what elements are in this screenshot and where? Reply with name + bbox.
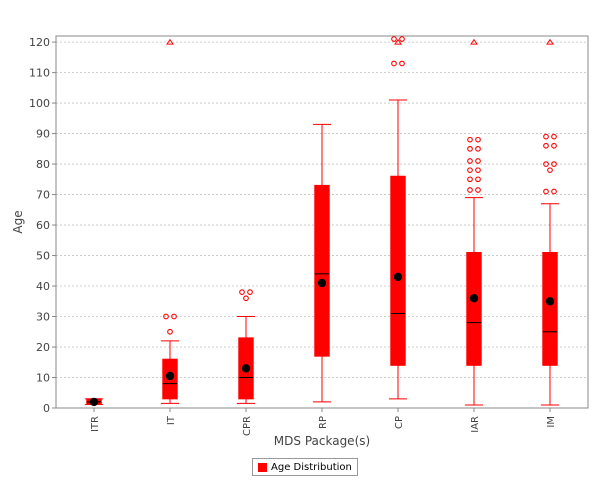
mean-marker (317, 278, 327, 288)
outlier-point (551, 142, 557, 149)
outlier-point (475, 158, 481, 164)
outlier-point (543, 133, 549, 140)
interquartile-box (390, 175, 406, 366)
outlier-point (543, 142, 549, 149)
outlier-point (543, 188, 549, 195)
y-tick-label: 50 (36, 250, 50, 263)
x-tick-label: CPR (242, 416, 253, 436)
outlier-point (475, 136, 481, 143)
box-im (540, 38, 560, 406)
y-tick-label: 110 (29, 67, 50, 80)
outlier-point (475, 176, 481, 183)
outlier-point (467, 158, 473, 164)
mean-marker (165, 371, 175, 381)
y-tick-label: 40 (36, 280, 50, 293)
x-axis-ticks: ITR IT CPR RP CP IAR IM (90, 408, 557, 436)
outlier-point (475, 187, 481, 193)
legend: Age Distribution (252, 458, 358, 476)
y-axis-label: Age (11, 210, 25, 233)
x-tick-label: IT (166, 415, 177, 425)
box-series (84, 36, 560, 407)
outlier-point (551, 161, 557, 167)
y-tick-label: 100 (29, 97, 50, 110)
outlier-point (391, 36, 397, 42)
box-cpr (236, 289, 256, 404)
outlier-point (467, 145, 473, 152)
interquartile-box (542, 251, 558, 366)
outlier-point (239, 289, 245, 295)
mean-marker (89, 397, 99, 407)
y-tick-label: 120 (29, 36, 50, 49)
legend-swatch (258, 462, 267, 472)
mean-marker (469, 294, 479, 303)
box-it (160, 38, 180, 404)
mean-marker (393, 272, 403, 282)
legend-label: Age Distribution (271, 461, 352, 473)
x-tick-label: IAR (470, 416, 481, 433)
outlier-point (467, 176, 473, 183)
y-tick-label: 60 (36, 219, 50, 232)
outlier-point (551, 188, 557, 195)
y-tick-label: 80 (36, 158, 50, 171)
outlier-point (467, 167, 473, 174)
outlier-point (399, 60, 405, 67)
x-tick-label: ITR (90, 416, 101, 432)
outlier-point (475, 167, 481, 174)
outlier-point (475, 145, 481, 152)
y-tick-label: 20 (36, 341, 50, 354)
outlier-point (243, 295, 249, 302)
y-axis-ticks: 0 10 20 30 40 50 60 70 80 90 100 110 120 (29, 36, 56, 415)
far-outlier-marker (546, 38, 554, 45)
outlier-point (467, 187, 473, 193)
y-tick-label: 10 (36, 372, 50, 385)
y-tick-label: 0 (43, 402, 50, 415)
y-tick-label: 90 (36, 128, 50, 141)
outlier-point (543, 161, 549, 167)
y-tick-label: 70 (36, 189, 50, 202)
box-itr (84, 397, 104, 407)
interquartile-box (314, 184, 330, 357)
interquartile-box (466, 251, 482, 366)
outlier-point (551, 133, 557, 140)
outlier-point (547, 167, 553, 174)
axes: 0 10 20 30 40 50 60 70 80 90 100 110 120 ITR IT CPR RP C… (11, 35, 589, 448)
x-tick-label: IM (546, 416, 557, 428)
outlier-point (247, 289, 253, 295)
x-tick-label: CP (394, 416, 405, 429)
mean-marker (241, 364, 251, 373)
box-iar (464, 38, 484, 406)
outlier-point (163, 313, 169, 320)
far-outlier-marker (166, 38, 174, 45)
outlier-point (391, 60, 397, 67)
mean-marker (545, 297, 555, 306)
outlier-point (167, 328, 173, 335)
box-rp (312, 123, 332, 403)
outlier-point (171, 313, 177, 320)
x-axis-label: MDS Package(s) (274, 434, 370, 448)
y-tick-label: 30 (36, 311, 50, 324)
outlier-point (399, 36, 405, 42)
far-outlier-marker (470, 38, 478, 45)
far-outlier-marker (394, 38, 402, 45)
outlier-point (467, 136, 473, 143)
box-cp (388, 36, 408, 400)
x-tick-label: RP (318, 416, 329, 429)
